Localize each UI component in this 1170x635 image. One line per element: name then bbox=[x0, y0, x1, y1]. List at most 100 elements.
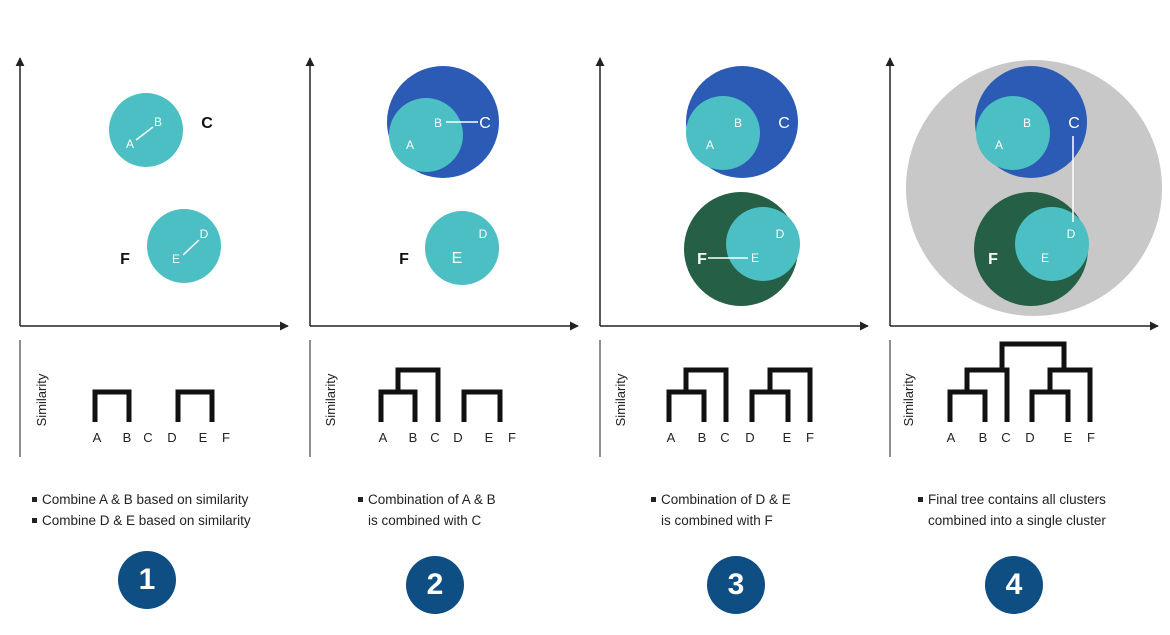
cluster-de-circle bbox=[425, 211, 499, 285]
dendro-link-def bbox=[1047, 367, 1093, 422]
leaf-e: E bbox=[199, 430, 208, 445]
caption-line: Combination of D & E bbox=[651, 489, 921, 510]
caption-line: Final tree contains all clusters bbox=[918, 489, 1170, 510]
bullet-icon bbox=[358, 496, 363, 502]
dendro-link-de bbox=[175, 389, 215, 422]
step-1-badge: 1 bbox=[118, 551, 176, 609]
point-e-label: E bbox=[172, 252, 180, 266]
panel-3-scatter: A B C F D E bbox=[595, 57, 869, 331]
leaf-c: C bbox=[430, 430, 439, 445]
point-b-label: B bbox=[734, 116, 742, 130]
leaf-d: D bbox=[745, 430, 754, 445]
leaf-c: C bbox=[143, 430, 152, 445]
leaf-d: D bbox=[453, 430, 462, 445]
point-f-label: F bbox=[988, 251, 998, 268]
link-a-b bbox=[135, 126, 154, 141]
cluster-all-circle bbox=[906, 60, 1162, 316]
caption-line: Combination of A & B bbox=[358, 489, 628, 510]
caption-line: is combined with F bbox=[661, 513, 773, 528]
leaf-f: F bbox=[806, 430, 814, 445]
cluster-de-circle bbox=[1015, 207, 1089, 281]
leaf-a: A bbox=[379, 430, 388, 445]
point-d-label: D bbox=[776, 227, 785, 241]
leaf-d: D bbox=[167, 430, 176, 445]
dendro-link-def bbox=[767, 367, 813, 422]
panel-1-caption: Combine A & B based on similarity Combin… bbox=[32, 489, 302, 531]
point-d-label: D bbox=[479, 227, 488, 241]
cluster-ab-circle bbox=[976, 96, 1050, 170]
leaf-a: A bbox=[667, 430, 676, 445]
leaf-e: E bbox=[1064, 430, 1073, 445]
point-e-label: E bbox=[1041, 251, 1049, 265]
cluster-ab-circle bbox=[109, 93, 183, 167]
panel-2-scatter: A B C D E F bbox=[305, 57, 579, 331]
similarity-label: Similarity bbox=[323, 373, 338, 426]
panel-2-dendrogram: Similarity A B C D E F bbox=[309, 340, 516, 457]
similarity-label: Similarity bbox=[34, 373, 49, 426]
caption-line: Combine A & B based on similarity bbox=[32, 489, 302, 510]
point-d-label: D bbox=[1067, 227, 1076, 241]
dendro-link-abc bbox=[683, 367, 729, 422]
leaf-c: C bbox=[720, 430, 729, 445]
dendro-link-ab bbox=[378, 389, 418, 422]
caption-line: Combine D & E based on similarity bbox=[32, 510, 302, 531]
leaf-b: B bbox=[698, 430, 707, 445]
panel-3-dendrogram: Similarity A B C D E F bbox=[599, 340, 814, 457]
point-c-label: C bbox=[201, 115, 213, 132]
point-a-label: A bbox=[406, 138, 414, 152]
cluster-ab-circle bbox=[389, 98, 463, 172]
step-2-badge: 2 bbox=[406, 556, 464, 614]
dendro-link-ab bbox=[947, 389, 988, 422]
caption-line: combined into a single cluster bbox=[928, 513, 1106, 528]
leaf-a: A bbox=[93, 430, 102, 445]
leaf-f: F bbox=[222, 430, 230, 445]
bullet-icon bbox=[32, 517, 37, 523]
panel-4-caption: Final tree contains all clusters combine… bbox=[918, 489, 1170, 531]
similarity-label: Similarity bbox=[613, 373, 628, 426]
point-b-label: B bbox=[154, 115, 162, 129]
point-a-label: A bbox=[995, 138, 1003, 152]
leaf-e: E bbox=[485, 430, 494, 445]
similarity-label: Similarity bbox=[901, 373, 916, 426]
cluster-de-circle bbox=[726, 207, 800, 281]
panel-2-caption: Combination of A & B is combined with C bbox=[358, 489, 628, 531]
leaf-f: F bbox=[1087, 430, 1095, 445]
dendro-link-root bbox=[999, 341, 1067, 370]
cluster-de-circle bbox=[147, 209, 221, 283]
panel-4-scatter: A B C F D E bbox=[885, 57, 1162, 331]
panel-1-scatter: A B C D E F bbox=[15, 57, 289, 331]
point-c-label: C bbox=[778, 115, 790, 132]
cluster-ab-circle bbox=[686, 96, 760, 170]
point-f-label: F bbox=[120, 251, 130, 268]
panel-4-dendrogram: Similarity A B C D E F bbox=[889, 340, 1095, 457]
dendro-link-abc bbox=[395, 367, 441, 422]
point-f-label: F bbox=[697, 251, 707, 268]
point-c-label: C bbox=[1068, 115, 1080, 132]
dendro-link-de bbox=[1029, 389, 1071, 422]
point-a-label: A bbox=[126, 137, 134, 151]
leaf-a: A bbox=[947, 430, 956, 445]
point-e-label: E bbox=[452, 250, 463, 267]
dendro-link-ab bbox=[92, 389, 132, 422]
point-e-label: E bbox=[751, 251, 759, 265]
point-b-label: B bbox=[434, 116, 442, 130]
dendro-link-de bbox=[749, 389, 791, 422]
bullet-icon bbox=[651, 496, 656, 502]
panel-1-dendrogram: Similarity A B C D E F bbox=[19, 340, 230, 457]
point-b-label: B bbox=[1023, 116, 1031, 130]
dendro-link-abc bbox=[964, 367, 1010, 422]
link-d-e bbox=[182, 239, 200, 256]
point-a-label: A bbox=[706, 138, 714, 152]
step-3-badge: 3 bbox=[707, 556, 765, 614]
leaf-b: B bbox=[409, 430, 418, 445]
leaf-d: D bbox=[1025, 430, 1034, 445]
point-d-label: D bbox=[200, 227, 209, 241]
point-f-label: F bbox=[399, 251, 409, 268]
panel-3-caption: Combination of D & E is combined with F bbox=[651, 489, 921, 531]
bullet-icon bbox=[32, 496, 37, 502]
caption-line: is combined with C bbox=[368, 513, 482, 528]
bullet-icon bbox=[918, 496, 923, 502]
point-c-label: C bbox=[479, 115, 491, 132]
